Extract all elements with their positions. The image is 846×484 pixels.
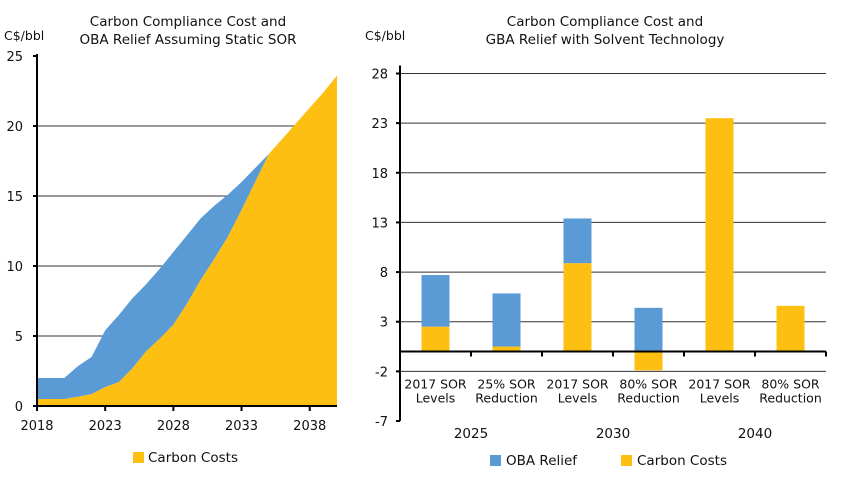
chart-title-line-2: OBA Relief Assuming Static SOR [80,32,297,48]
y-tick-label: 20 [6,120,23,135]
group-label: 2030 [596,426,630,442]
y-axis-label: C$/bbl [365,28,405,43]
chart-title-line-1: Carbon Compliance Cost and [90,14,286,30]
chart-title-line-1: Carbon Compliance Cost and [507,14,703,30]
chart-title-line-2: GBA Relief with Solvent Technology [486,32,725,48]
y-axis-label: C$/bbl [4,28,44,43]
category-label-line-1: 80% SOR [761,377,820,392]
x-tick-label: 2023 [89,419,122,434]
y-tick-label: 5 [15,330,23,345]
group-label: 2025 [454,426,488,442]
bar-carbon-costs [563,263,592,352]
x-tick-label: 2038 [293,419,326,434]
carbon-costs-area [37,75,337,406]
legend-swatch-oba-relief [490,455,501,466]
group-label: 2040 [738,426,772,442]
category-label-line-2: Reduction [759,391,822,406]
y-tick-label: 28 [371,68,388,83]
bar-carbon-costs [634,351,663,371]
category-label-line-2: Levels [558,391,598,406]
legend-label-oba-relief: OBA Relief [506,453,578,469]
y-tick-label: 15 [6,190,23,205]
y-tick-label: 10 [6,260,23,275]
category-label-line-1: 2017 SOR [688,377,751,392]
x-tick-label: 2033 [225,419,258,434]
y-tick-label: 25 [6,50,23,65]
y-tick-label: 23 [371,117,388,132]
legend-label-carbon-costs: Carbon Costs [637,453,727,469]
y-tick-label: -2 [375,365,388,380]
category-label-line-1: 2017 SOR [404,377,467,392]
bar-carbon-costs [492,346,521,352]
bar-oba-relief [492,293,521,347]
bar-oba-relief [421,275,450,327]
bar-carbon-costs [776,305,805,352]
bar-oba-relief [634,307,663,352]
legend-swatch-carbon-costs [133,452,144,463]
y-tick-label: 13 [371,216,388,231]
category-label-line-2: Levels [416,391,456,406]
oba-relief-area [37,75,337,399]
category-label-line-2: Levels [700,391,740,406]
y-tick-label: -7 [375,415,388,430]
bar-carbon-costs [421,326,450,352]
category-label-line-1: 2017 SOR [546,377,609,392]
category-label-line-1: 80% SOR [619,377,678,392]
category-label-line-2: Reduction [617,391,680,406]
y-tick-label: 18 [371,167,388,182]
y-tick-label: 0 [15,400,23,415]
y-tick-label: 8 [380,266,388,281]
category-label-line-1: 25% SOR [477,377,536,392]
bar-oba-relief [563,218,592,264]
legend-swatch-carbon-costs [621,455,632,466]
x-tick-label: 2018 [20,419,53,434]
x-tick-label: 2028 [157,419,190,434]
bar-carbon-costs [705,118,734,352]
y-tick-label: 3 [380,316,388,331]
category-label-line-2: Reduction [475,391,538,406]
legend-label-carbon-costs: Carbon Costs [148,450,238,466]
